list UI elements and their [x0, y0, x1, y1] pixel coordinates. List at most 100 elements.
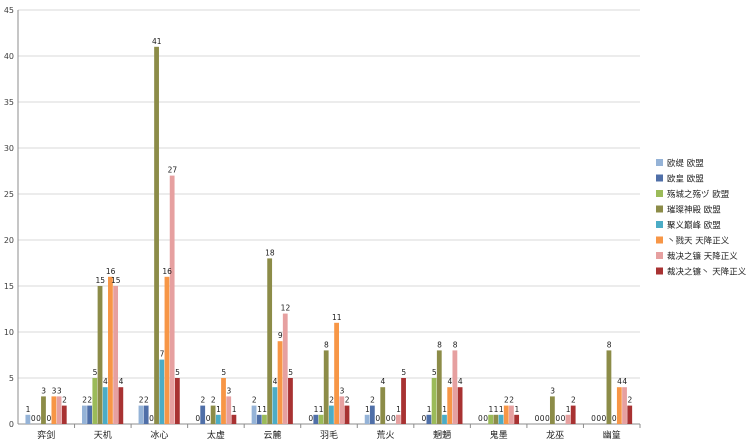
- data-label: 1: [499, 405, 504, 414]
- data-label: 0: [31, 414, 36, 423]
- x-tick-label: 魍魉: [433, 429, 451, 441]
- x-tick-label: 天机: [94, 429, 112, 441]
- data-label: 4: [119, 377, 124, 386]
- data-label: 3: [227, 386, 232, 395]
- legend-swatch: [656, 174, 663, 182]
- legend-swatch: [656, 267, 663, 275]
- bar: [256, 414, 262, 424]
- bar: [442, 414, 447, 424]
- data-label: 0: [308, 414, 313, 423]
- data-label: 2: [252, 396, 257, 405]
- data-label: 5: [401, 368, 406, 377]
- bar: [154, 46, 159, 425]
- data-label: 16: [106, 267, 116, 276]
- data-label: 5: [93, 368, 98, 377]
- bar: [138, 405, 144, 424]
- data-label: 1: [514, 405, 519, 414]
- data-label: 0: [46, 414, 51, 423]
- y-tick-label: 30: [4, 144, 14, 153]
- bar: [627, 405, 633, 424]
- legend-swatch: [656, 159, 663, 166]
- data-label: 1: [232, 405, 237, 414]
- data-label: 8: [437, 340, 442, 349]
- data-label: 4: [103, 377, 108, 386]
- bar: [118, 387, 124, 424]
- data-label: 0: [195, 414, 200, 423]
- data-label: 1: [262, 405, 267, 414]
- legend-entry: 璀璨神殿 欧盟: [667, 205, 721, 216]
- bar: [431, 378, 437, 424]
- data-label: 1: [26, 405, 31, 414]
- data-label: 5: [288, 368, 293, 377]
- bar: [334, 322, 339, 424]
- legend-entry: 殇城之殇ヅ 欧盟: [667, 189, 730, 200]
- bar: [41, 396, 46, 424]
- data-label: 9: [278, 331, 283, 340]
- bar: [164, 276, 170, 424]
- data-label: 1: [488, 405, 493, 414]
- bar: [92, 378, 98, 424]
- bar: [426, 414, 432, 424]
- bar: [113, 286, 119, 424]
- bar: [622, 387, 627, 424]
- bar: [51, 396, 57, 424]
- x-tick-label: 羽毛: [320, 429, 338, 441]
- bar: [221, 378, 226, 424]
- legend-entry: 聚义巅峰 欧盟: [667, 220, 721, 231]
- legend-swatch: [656, 190, 663, 197]
- legend-entry: 裁决之镰 天降正义: [667, 251, 738, 262]
- data-label: 0: [596, 414, 601, 423]
- data-label: 15: [95, 276, 105, 285]
- bar: [339, 396, 345, 424]
- data-label: 4: [458, 377, 463, 386]
- data-label: 4: [381, 377, 386, 386]
- bar: [159, 359, 165, 424]
- gridlines: [18, 9, 640, 425]
- bar: [318, 414, 324, 424]
- data-label: 4: [617, 377, 622, 386]
- legend-swatch: [656, 236, 663, 244]
- data-label: 15: [111, 276, 121, 285]
- bar: [231, 414, 237, 424]
- bar: [457, 387, 463, 424]
- bar: [272, 387, 278, 424]
- bar: [210, 405, 216, 424]
- data-label: 1: [319, 405, 324, 414]
- data-label: 0: [483, 414, 488, 423]
- bar: [97, 286, 103, 424]
- bar: [570, 405, 576, 424]
- data-label: 0: [591, 414, 596, 423]
- data-label: 2: [139, 396, 144, 405]
- bar: [369, 405, 375, 424]
- data-label: 8: [453, 340, 458, 349]
- data-label: 1: [566, 405, 571, 414]
- y-tick-label: 10: [4, 328, 14, 337]
- data-label: 0: [540, 414, 545, 423]
- bar: [401, 378, 406, 424]
- data-label: 2: [144, 396, 149, 405]
- data-label: 0: [555, 414, 560, 423]
- data-label: 2: [211, 396, 216, 405]
- data-label: 3: [52, 386, 57, 395]
- bar: [344, 405, 350, 424]
- bar: [436, 350, 442, 424]
- y-tick-label: 45: [4, 6, 14, 15]
- legend-entry: 丶戮天 天降正义: [667, 236, 730, 247]
- data-label: 4: [448, 377, 453, 386]
- bar: [262, 414, 267, 424]
- data-label: 3: [550, 386, 555, 395]
- bar: [313, 414, 319, 424]
- y-tick-label: 25: [4, 190, 14, 199]
- data-label: 0: [36, 414, 41, 423]
- data-label: 18: [265, 248, 275, 257]
- data-label: 1: [314, 405, 319, 414]
- bar: [200, 405, 206, 424]
- bar: [452, 350, 458, 424]
- bar: [288, 378, 293, 424]
- data-label: 0: [375, 414, 380, 423]
- y-tick-label: 20: [4, 236, 14, 245]
- data-label: 1: [257, 405, 262, 414]
- data-label: 1: [494, 405, 499, 414]
- data-label: 0: [478, 414, 483, 423]
